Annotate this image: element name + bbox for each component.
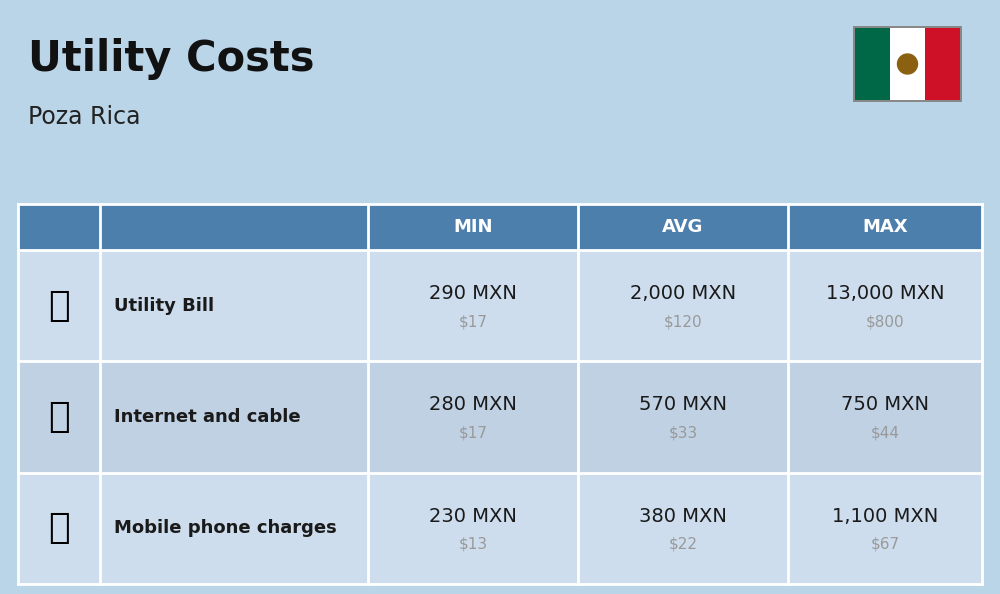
Text: 1,100 MXN: 1,100 MXN — [832, 507, 938, 526]
FancyBboxPatch shape — [368, 361, 578, 473]
FancyBboxPatch shape — [578, 250, 788, 361]
FancyBboxPatch shape — [18, 250, 100, 361]
Text: $13: $13 — [458, 537, 488, 552]
FancyBboxPatch shape — [788, 250, 982, 361]
FancyBboxPatch shape — [368, 250, 578, 361]
Text: $17: $17 — [458, 425, 488, 441]
Text: Internet and cable: Internet and cable — [114, 408, 301, 426]
Text: $67: $67 — [870, 537, 900, 552]
Text: $800: $800 — [866, 314, 904, 329]
Text: AVG: AVG — [662, 218, 704, 236]
Text: 📡: 📡 — [48, 400, 70, 434]
Text: MIN: MIN — [453, 218, 493, 236]
FancyBboxPatch shape — [855, 28, 890, 100]
Text: Utility Costs: Utility Costs — [28, 38, 314, 80]
FancyBboxPatch shape — [18, 473, 100, 584]
Text: 380 MXN: 380 MXN — [639, 507, 727, 526]
Text: 290 MXN: 290 MXN — [429, 284, 517, 303]
FancyBboxPatch shape — [100, 204, 368, 250]
FancyBboxPatch shape — [788, 204, 982, 250]
Text: $22: $22 — [668, 537, 698, 552]
Text: 570 MXN: 570 MXN — [639, 396, 727, 415]
Text: MAX: MAX — [862, 218, 908, 236]
FancyBboxPatch shape — [578, 204, 788, 250]
FancyBboxPatch shape — [925, 28, 960, 100]
FancyBboxPatch shape — [100, 250, 368, 361]
Text: Poza Rica: Poza Rica — [28, 105, 140, 129]
Circle shape — [898, 54, 918, 74]
FancyBboxPatch shape — [100, 473, 368, 584]
Text: 280 MXN: 280 MXN — [429, 396, 517, 415]
Text: 📱: 📱 — [48, 511, 70, 545]
FancyBboxPatch shape — [18, 361, 100, 473]
Text: $17: $17 — [458, 314, 488, 329]
FancyBboxPatch shape — [853, 26, 962, 102]
FancyBboxPatch shape — [18, 204, 100, 250]
FancyBboxPatch shape — [890, 28, 925, 100]
Text: 🔌: 🔌 — [48, 289, 70, 323]
FancyBboxPatch shape — [100, 361, 368, 473]
FancyBboxPatch shape — [788, 361, 982, 473]
Text: 750 MXN: 750 MXN — [841, 396, 929, 415]
Text: Mobile phone charges: Mobile phone charges — [114, 519, 337, 538]
FancyBboxPatch shape — [368, 204, 578, 250]
FancyBboxPatch shape — [578, 473, 788, 584]
Text: 2,000 MXN: 2,000 MXN — [630, 284, 736, 303]
FancyBboxPatch shape — [578, 361, 788, 473]
FancyBboxPatch shape — [788, 473, 982, 584]
Text: Utility Bill: Utility Bill — [114, 296, 214, 315]
FancyBboxPatch shape — [368, 473, 578, 584]
Text: $44: $44 — [870, 425, 900, 441]
Text: $33: $33 — [668, 425, 698, 441]
Text: $120: $120 — [664, 314, 702, 329]
Text: 13,000 MXN: 13,000 MXN — [826, 284, 944, 303]
Text: 230 MXN: 230 MXN — [429, 507, 517, 526]
